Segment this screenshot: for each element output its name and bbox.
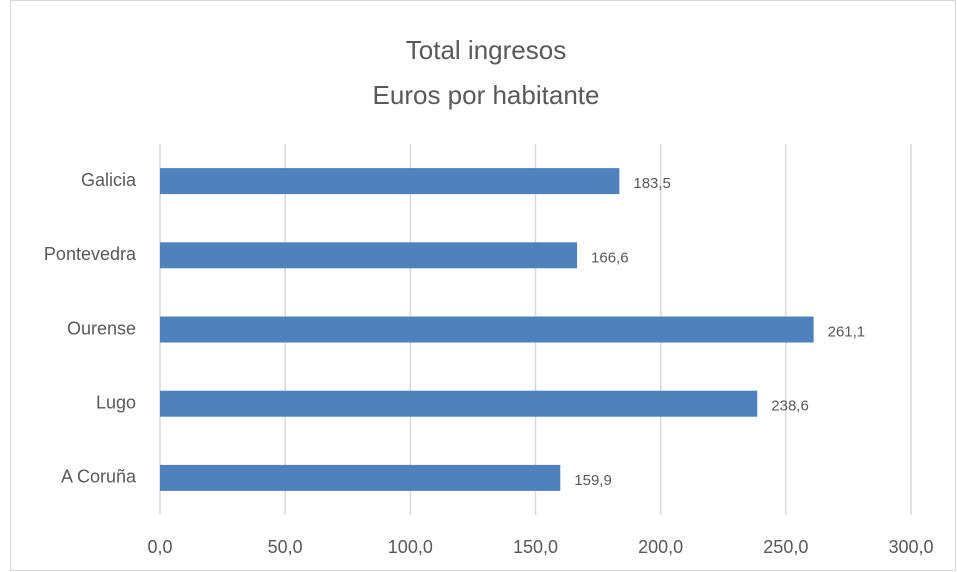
y-tick-label: Ourense: [67, 318, 136, 338]
x-tick-label: 250,0: [763, 537, 808, 557]
bar: [160, 390, 758, 417]
bar: [160, 464, 561, 491]
x-tick-label: 200,0: [638, 537, 683, 557]
bar: [160, 168, 620, 195]
y-tick-label: Pontevedra: [44, 244, 137, 264]
data-label: 261,1: [828, 323, 866, 340]
x-tick-label: 100,0: [388, 537, 433, 557]
x-tick-label: 150,0: [513, 537, 558, 557]
x-tick-label: 50,0: [268, 537, 303, 557]
chart-title: Total ingresos: [406, 35, 566, 65]
bar: [160, 242, 578, 269]
data-label: 183,5: [633, 175, 671, 192]
y-tick-label: Lugo: [96, 392, 136, 412]
x-tick-label: 300,0: [888, 537, 933, 557]
data-label: 166,6: [591, 249, 629, 266]
x-tick-label: 0,0: [147, 537, 172, 557]
data-label: 159,9: [574, 472, 612, 489]
y-tick-label: A Coruña: [61, 467, 137, 487]
y-tick-label: Galicia: [81, 170, 137, 190]
chart-subtitle: Euros por habitante: [373, 80, 600, 110]
bar: [160, 316, 814, 343]
data-label: 238,6: [771, 398, 809, 415]
